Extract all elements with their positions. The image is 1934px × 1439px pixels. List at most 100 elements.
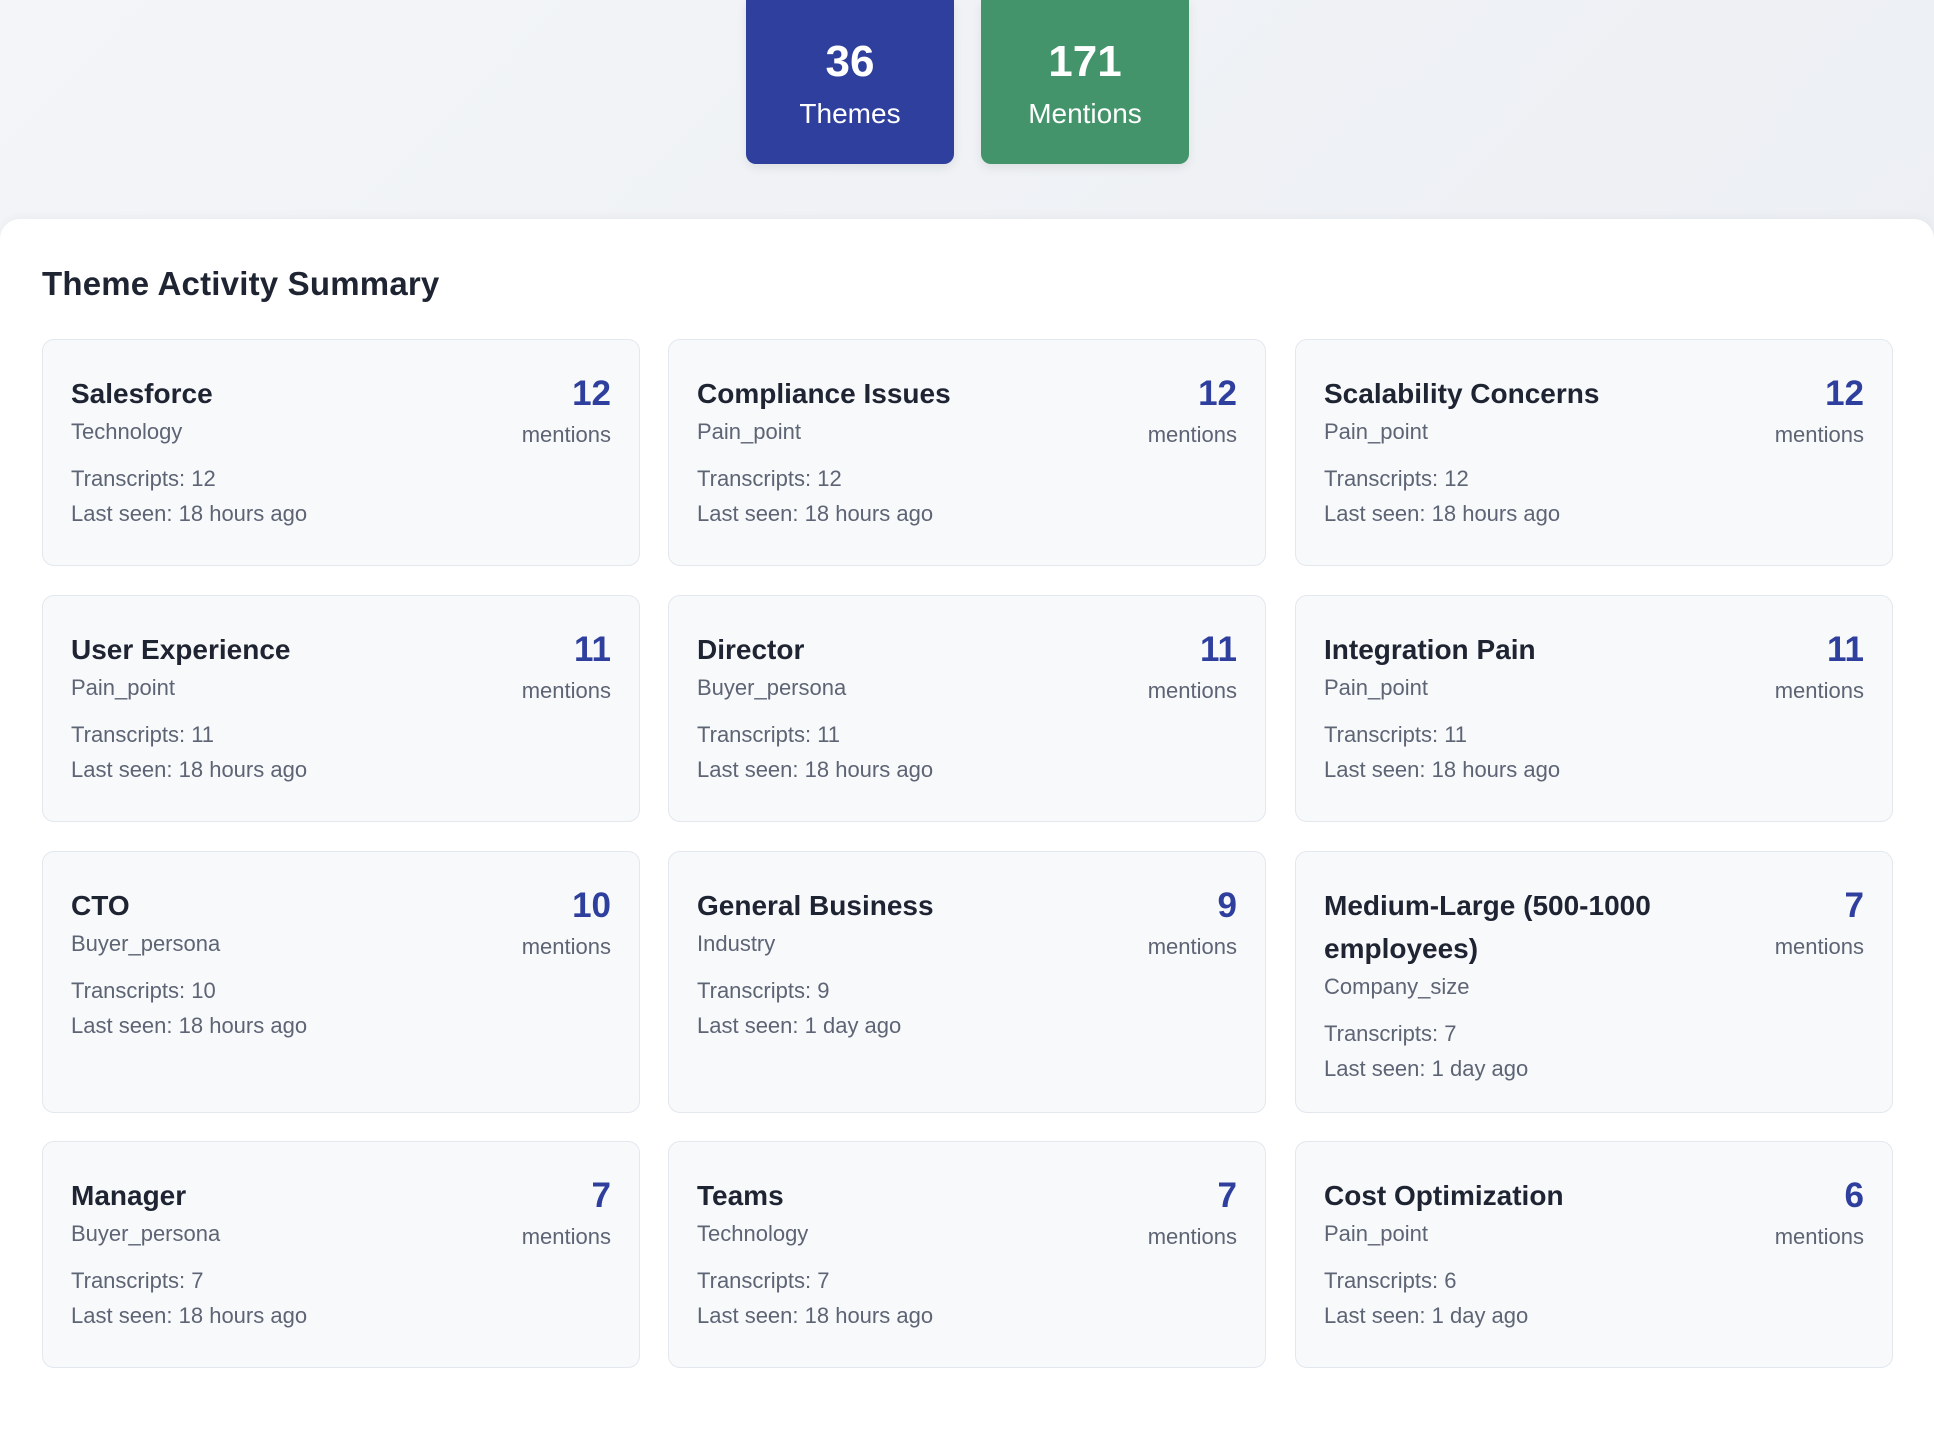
theme-category: Company_size xyxy=(1324,974,1470,999)
theme-last-seen: Last seen: 18 hours ago xyxy=(697,501,934,526)
theme-last-seen: Last seen: 1 day ago xyxy=(1324,1303,1529,1328)
theme-last-seen: Last seen: 1 day ago xyxy=(1324,1056,1529,1081)
theme-card[interactable]: Cost Optimization Pain_point Transcripts: … xyxy=(1295,1141,1893,1368)
theme-category: Buyer_persona xyxy=(71,931,221,956)
theme-category: Technology xyxy=(71,419,183,444)
theme-category: Pain_point xyxy=(1324,419,1428,444)
theme-last-seen: Last seen: 18 hours ago xyxy=(697,1303,934,1328)
theme-transcripts: Transcripts: 12 xyxy=(71,466,216,491)
theme-name: Compliance Issues Pain_point Transcripts: … xyxy=(697,372,1127,531)
theme-transcripts: Transcripts: 12 xyxy=(697,466,842,491)
theme-card[interactable]: Manager Buyer_persona Transcripts: 7 Last s… xyxy=(42,1141,640,1368)
theme-mention-label: mentions xyxy=(1774,934,1864,959)
theme-card[interactable]: Teams Technology Transcripts: 7 Last seen: … xyxy=(668,1141,1266,1368)
theme-transcripts: Transcripts: 9 xyxy=(697,978,830,1003)
theme-category: Pain_point xyxy=(71,675,175,700)
theme-mention-label: mentions xyxy=(1147,422,1237,447)
theme-card[interactable]: User Experience Pain_point Transcripts: 11… xyxy=(42,595,640,822)
theme-name: Scalability Concerns Pain_point Transcript… xyxy=(1324,372,1754,531)
theme-mention-count: 7 xyxy=(591,1176,611,1215)
theme-mention-count: 7 xyxy=(1844,886,1864,925)
theme-card[interactable]: Director Buyer_persona Transcripts: 11 Last… xyxy=(668,595,1266,822)
theme-transcripts: Transcripts: 6 xyxy=(1324,1268,1457,1293)
theme-last-seen: Last seen: 18 hours ago xyxy=(71,501,308,526)
theme-meta: Transcripts: 11 Last seen: 18 hours ago xyxy=(71,717,501,787)
theme-activity-panel: Theme Activity Summary Salesforce Technol… xyxy=(0,219,1934,1439)
theme-meta: Transcripts: 7 Last seen: 18 hours ago xyxy=(697,1263,1127,1333)
theme-meta: Transcripts: 12 Last seen: 18 hours ago xyxy=(697,461,1127,531)
mentions-stat-card[interactable]: 171 Mentions xyxy=(981,0,1189,164)
theme-mention-count: 12 xyxy=(1825,374,1864,413)
theme-category: Technology xyxy=(697,1221,809,1246)
theme-name: General Business Industry Transcripts: 9 La… xyxy=(697,884,1127,1043)
theme-name: CTO Buyer_persona Transcripts: 10 Last seen… xyxy=(71,884,501,1043)
theme-mention-label: mentions xyxy=(1774,678,1864,703)
theme-mention-count: 11 xyxy=(574,630,611,669)
theme-category: Industry xyxy=(697,931,776,956)
theme-last-seen: Last seen: 18 hours ago xyxy=(71,757,308,782)
theme-mention-count: 11 xyxy=(1827,630,1864,669)
theme-card[interactable]: Medium-Large (500-1000 employees) Company… xyxy=(1295,851,1893,1113)
themes-label: Themes xyxy=(799,98,901,129)
theme-transcripts: Transcripts: 11 xyxy=(1324,722,1468,747)
theme-name: Integration Pain Pain_point Transcripts: 1… xyxy=(1324,628,1754,787)
theme-category: Buyer_persona xyxy=(71,1221,221,1246)
panel-title: Theme Activity Summary xyxy=(42,265,440,302)
theme-name: Salesforce Technology Transcripts: 12 Last … xyxy=(71,372,501,531)
theme-mention-label: mentions xyxy=(1774,422,1864,447)
theme-category: Pain_point xyxy=(1324,675,1428,700)
theme-category: Pain_point xyxy=(697,419,801,444)
theme-mention-label: mentions xyxy=(1147,1224,1237,1249)
theme-mention-count: 11 xyxy=(1200,630,1237,669)
theme-card[interactable]: General Business Industry Transcripts: 9 La… xyxy=(668,851,1266,1113)
theme-name: Director Buyer_persona Transcripts: 11 Last… xyxy=(697,628,1127,787)
theme-name: Cost Optimization Pain_point Transcripts: … xyxy=(1324,1174,1754,1333)
theme-meta: Transcripts: 11 Last seen: 18 hours ago xyxy=(697,717,1127,787)
theme-card[interactable]: Compliance Issues Pain_point Transcripts: … xyxy=(668,339,1266,566)
theme-meta: Transcripts: 10 Last seen: 18 hours ago xyxy=(71,973,501,1043)
mentions-label: Mentions xyxy=(1028,98,1142,129)
theme-mention-count: 6 xyxy=(1844,1176,1864,1215)
mentions-count: 171 xyxy=(1048,37,1122,86)
theme-transcripts: Transcripts: 11 xyxy=(697,722,841,747)
theme-card[interactable]: CTO Buyer_persona Transcripts: 10 Last seen… xyxy=(42,851,640,1113)
theme-meta: Transcripts: 11 Last seen: 18 hours ago xyxy=(1324,717,1754,787)
theme-name: Teams Technology Transcripts: 7 Last seen: … xyxy=(697,1174,1127,1333)
theme-name: User Experience Pain_point Transcripts: 11… xyxy=(71,628,501,787)
theme-mention-label: mentions xyxy=(521,678,611,703)
theme-meta: Transcripts: 6 Last seen: 1 day ago xyxy=(1324,1263,1754,1333)
theme-mention-label: mentions xyxy=(1774,1224,1864,1249)
theme-last-seen: Last seen: 1 day ago xyxy=(697,1013,902,1038)
themes-stat-card[interactable]: 36 Themes xyxy=(746,0,954,164)
theme-meta: Transcripts: 12 Last seen: 18 hours ago xyxy=(71,461,501,531)
theme-transcripts: Transcripts: 11 xyxy=(71,722,215,747)
theme-card[interactable]: Scalability Concerns Pain_point Transcript… xyxy=(1295,339,1893,566)
theme-mention-count: 7 xyxy=(1217,1176,1237,1215)
theme-meta: Transcripts: 9 Last seen: 1 day ago xyxy=(697,973,1127,1043)
theme-mention-label: mentions xyxy=(1147,934,1237,959)
theme-transcripts: Transcripts: 10 xyxy=(71,978,216,1003)
theme-card[interactable]: Salesforce Technology Transcripts: 12 Last … xyxy=(42,339,640,566)
theme-meta: Transcripts: 12 Last seen: 18 hours ago xyxy=(1324,461,1754,531)
theme-card[interactable]: Integration Pain Pain_point Transcripts: 1… xyxy=(1295,595,1893,822)
theme-mention-count: 10 xyxy=(572,886,611,925)
theme-last-seen: Last seen: 18 hours ago xyxy=(71,1303,308,1328)
theme-last-seen: Last seen: 18 hours ago xyxy=(1324,757,1561,782)
theme-mention-label: mentions xyxy=(521,422,611,447)
theme-transcripts: Transcripts: 7 xyxy=(71,1268,204,1293)
theme-mention-count: 12 xyxy=(1198,374,1237,413)
theme-last-seen: Last seen: 18 hours ago xyxy=(1324,501,1561,526)
theme-name: Manager Buyer_persona Transcripts: 7 Last s… xyxy=(71,1174,501,1333)
theme-mention-label: mentions xyxy=(521,1224,611,1249)
theme-meta: Transcripts: 7 Last seen: 18 hours ago xyxy=(71,1263,501,1333)
theme-transcripts: Transcripts: 12 xyxy=(1324,466,1469,491)
stats-bar: 36 Themes 171 Mentions xyxy=(0,0,1934,220)
themes-count: 36 xyxy=(825,37,875,86)
theme-meta: Transcripts: 7 Last seen: 1 day ago xyxy=(1324,1016,1754,1086)
theme-name: Medium-Large (500-1000 employees) Company… xyxy=(1324,884,1754,1086)
theme-mention-label: mentions xyxy=(521,934,611,959)
theme-transcripts: Transcripts: 7 xyxy=(697,1268,830,1293)
theme-mention-count: 12 xyxy=(572,374,611,413)
theme-last-seen: Last seen: 18 hours ago xyxy=(71,1013,308,1038)
theme-mention-label: mentions xyxy=(1147,678,1237,703)
